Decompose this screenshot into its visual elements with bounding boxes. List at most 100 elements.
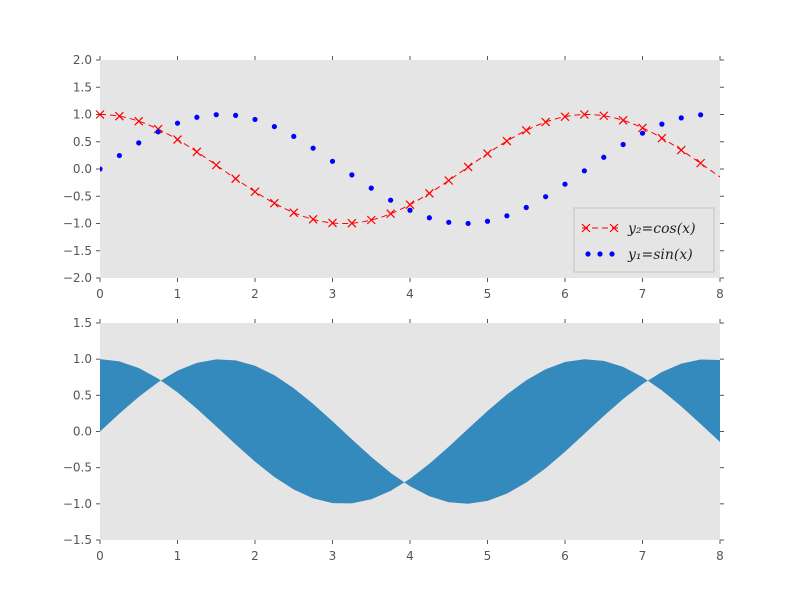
sin-point xyxy=(601,154,607,160)
sin-point xyxy=(136,140,142,146)
top-y-tick-label: −1.5 xyxy=(63,244,92,258)
cos-point xyxy=(599,111,609,121)
legend-box xyxy=(573,207,715,273)
sin-point xyxy=(233,112,239,118)
cos-point xyxy=(347,218,357,228)
bottom-y-tick-label: 0.0 xyxy=(73,425,92,439)
bottom-x-tick-label: 0 xyxy=(96,549,104,563)
sin-point xyxy=(213,112,219,118)
legend-sin-marker xyxy=(585,251,591,257)
legend-label-cos: y₂=cos(x) xyxy=(627,221,696,237)
top-x-tick-label: 1 xyxy=(174,287,182,301)
bottom-y-tick-label: −1.5 xyxy=(63,533,92,547)
sin-point xyxy=(523,204,529,211)
cos-point xyxy=(153,124,163,134)
legend-sin-marker xyxy=(597,251,603,257)
bottom-x-axis: 0 1 2 3 4 5 6 7 8 xyxy=(96,319,724,563)
sin-point xyxy=(116,152,122,159)
bottom-y-tick-label: 1.0 xyxy=(73,352,92,366)
bottom-y-tick-label: −0.5 xyxy=(63,461,92,475)
top-x-tick-label: 2 xyxy=(251,287,259,301)
sin-point xyxy=(252,116,258,123)
sin-point xyxy=(174,120,181,126)
top-y-tick-label: −2.0 xyxy=(63,271,92,285)
cos-point xyxy=(541,117,551,127)
bottom-x-tick-label: 6 xyxy=(561,549,569,563)
top-x-axis: 0 1 2 3 4 5 6 7 8 xyxy=(96,56,724,301)
bottom-x-tick-label: 5 xyxy=(484,549,492,563)
bottom-x-tick-label: 1 xyxy=(174,549,182,563)
cos-point xyxy=(405,200,415,210)
top-x-tick-label: 5 xyxy=(484,287,492,301)
cos-point xyxy=(676,145,686,155)
cos-point xyxy=(289,208,299,218)
sin-point xyxy=(504,213,510,219)
sin-point xyxy=(388,197,394,203)
cos-point xyxy=(269,198,279,208)
cos-point xyxy=(696,158,706,168)
bottom-y-tick-label: 1.5 xyxy=(73,316,92,330)
cos-point xyxy=(211,160,221,170)
sin-point xyxy=(407,207,413,213)
sin-point xyxy=(562,181,568,187)
top-y-tick-label: 2.0 xyxy=(73,53,92,67)
bottom-x-tick-label: 3 xyxy=(329,549,337,563)
legend-cos-marker xyxy=(581,223,591,233)
legend-entry-cos: y₂=cos(x) xyxy=(581,221,696,237)
cos-point xyxy=(250,187,260,197)
sin-point xyxy=(349,172,355,178)
sin-point xyxy=(329,158,336,164)
bottom-x-tick-label: 4 xyxy=(406,549,414,563)
top-y-tick-label: 0.5 xyxy=(73,135,92,149)
sin-point xyxy=(271,123,277,130)
legend: y₂=cos(x) y₁=sin(x) xyxy=(573,207,715,273)
top-x-tick-label: 3 xyxy=(329,287,337,301)
cos-point xyxy=(192,147,202,157)
sin-point xyxy=(446,219,452,225)
legend-sin-marker xyxy=(609,251,615,257)
top-x-tick-label: 8 xyxy=(716,287,724,301)
bottom-x-tick-label: 8 xyxy=(716,549,724,563)
top-x-tick-label: 0 xyxy=(96,287,104,301)
bottom-x-tick-label: 2 xyxy=(251,549,259,563)
cos-point xyxy=(444,176,454,185)
cos-point xyxy=(134,116,144,126)
sin-point xyxy=(698,112,704,118)
cos-point xyxy=(308,214,318,224)
sin-point xyxy=(368,185,374,191)
cos-point xyxy=(424,188,434,198)
legend-cos-marker xyxy=(609,223,619,233)
legend-label-sin: y₁=sin(x) xyxy=(627,247,693,263)
cos-point xyxy=(95,110,105,119)
cos-point xyxy=(366,215,376,225)
sin-point xyxy=(155,129,161,135)
sin-point xyxy=(620,141,626,148)
sin-point xyxy=(484,218,491,224)
cos-point xyxy=(521,125,531,135)
top-y-tick-label: 1.0 xyxy=(73,108,92,122)
top-series-group xyxy=(95,110,720,228)
cos-point xyxy=(579,110,589,119)
cos-point xyxy=(657,133,667,143)
cos-point xyxy=(560,112,570,122)
top-y-tick-label: 0.0 xyxy=(73,162,92,176)
sin-point xyxy=(581,168,587,174)
bottom-y-axis: 1.5 1.0 0.5 0.0 −0.5 −1.0 −1.5 xyxy=(63,316,724,547)
sin-point xyxy=(291,133,297,140)
legend-entry-sin: y₁=sin(x) xyxy=(585,247,693,263)
top-y-tick-label: 1.5 xyxy=(73,80,92,94)
top-y-axis: 2.0 1.5 1.0 0.5 0.0 −0.5 −1.0 −1.5 −2.0 xyxy=(63,53,724,285)
cos-point xyxy=(463,162,473,172)
cos-point xyxy=(173,135,182,144)
cos-point xyxy=(231,174,241,184)
cos-point xyxy=(618,115,628,125)
cos-point xyxy=(638,123,647,133)
sin-point xyxy=(426,215,432,221)
bottom-x-tick-label: 7 xyxy=(639,549,647,563)
cos-point xyxy=(114,111,124,121)
cos-point xyxy=(483,149,492,158)
sin-point xyxy=(639,130,646,136)
cos-point xyxy=(502,136,512,146)
